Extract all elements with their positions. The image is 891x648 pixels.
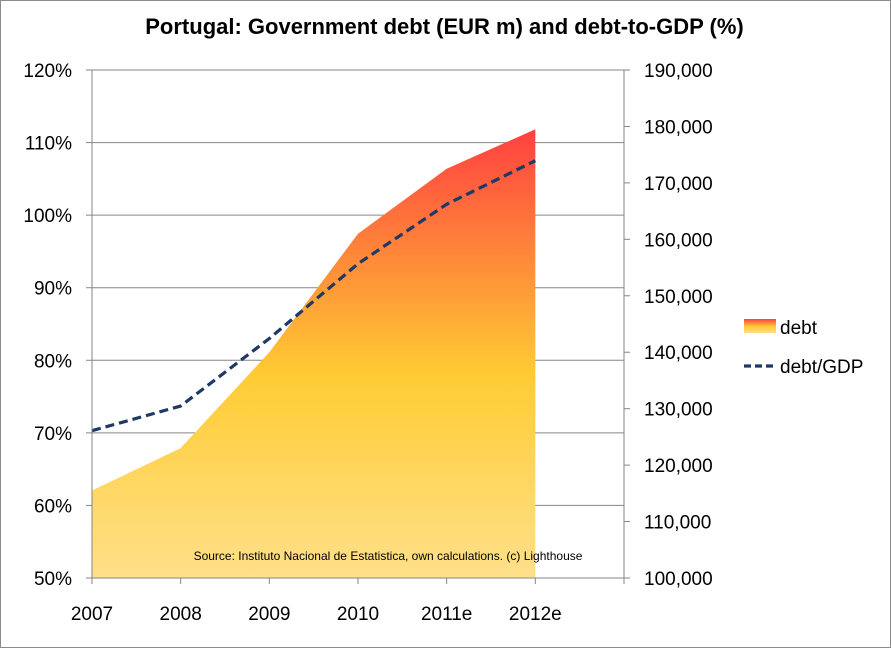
legend-label-debt: debt	[780, 318, 818, 339]
left-tick-label: 100%	[23, 206, 72, 227]
right-tick-label: 130,000	[644, 400, 713, 421]
chart-title: Portugal: Government debt (EUR m) and de…	[145, 14, 744, 39]
right-tick-label: 100,000	[644, 569, 713, 590]
left-tick-label: 70%	[34, 424, 72, 445]
x-tick-label: 2007	[71, 604, 113, 625]
debt-area	[92, 129, 536, 578]
right-tick-label: 190,000	[644, 61, 713, 82]
x-tick-label: 2009	[248, 604, 290, 625]
debt-gdp-line	[91, 159, 537, 433]
left-tick-label: 120%	[23, 61, 72, 82]
right-tick-label: 150,000	[644, 287, 713, 308]
right-tick-label: 160,000	[644, 230, 713, 251]
left-tick-label: 60%	[34, 496, 72, 517]
right-tick-label: 140,000	[644, 343, 713, 364]
x-tick-label: 2010	[337, 604, 379, 625]
x-tick-label: 2011e	[421, 604, 472, 625]
x-tick-label: 2008	[160, 604, 202, 625]
right-tick-label: 170,000	[644, 174, 713, 195]
left-tick-label: 50%	[34, 569, 72, 590]
legend-label-debt-gdp: debt/GDP	[780, 357, 863, 378]
x-tick-label: 2012e	[509, 604, 562, 625]
right-tick-label: 110,000	[644, 513, 711, 534]
legend-swatch-debt	[744, 319, 776, 333]
left-tick-label: 80%	[34, 351, 72, 372]
right-tick-label: 180,000	[644, 117, 713, 138]
right-tick-label: 120,000	[644, 456, 713, 477]
left-tick-label: 90%	[34, 279, 72, 300]
left-tick-label: 110%	[25, 134, 72, 155]
source-annotation: Source: Instituto Nacional de Estatistic…	[194, 549, 583, 563]
